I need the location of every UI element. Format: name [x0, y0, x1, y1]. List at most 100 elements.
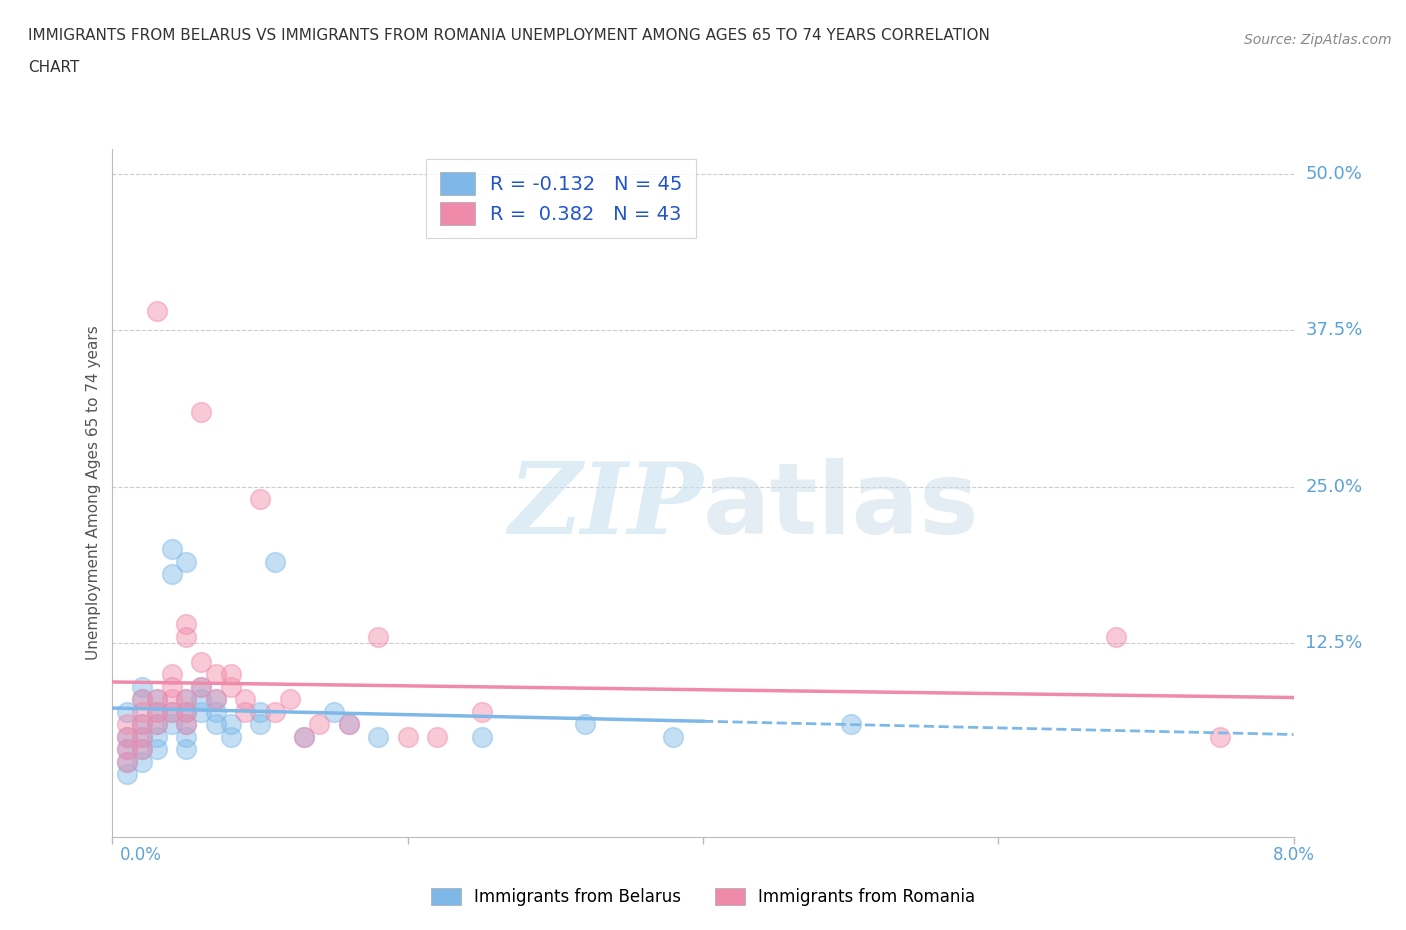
Text: 12.5%: 12.5% [1305, 634, 1362, 652]
Point [117, 754, 138, 769]
Point [396, 729, 419, 744]
Point [662, 729, 685, 744]
Text: 8.0%: 8.0% [1272, 846, 1315, 864]
Point [174, 630, 197, 644]
Point [205, 704, 228, 719]
Text: 50.0%: 50.0% [1305, 165, 1362, 183]
Point [190, 680, 212, 695]
Text: atlas: atlas [703, 458, 980, 555]
Point [117, 754, 138, 769]
Point [205, 717, 228, 732]
Point [174, 692, 197, 707]
Point [131, 680, 153, 695]
Text: IMMIGRANTS FROM BELARUS VS IMMIGRANTS FROM ROMANIA UNEMPLOYMENT AMONG AGES 65 TO: IMMIGRANTS FROM BELARUS VS IMMIGRANTS FR… [28, 28, 990, 43]
Point [174, 554, 197, 569]
Point [146, 692, 169, 707]
Point [131, 754, 153, 769]
Point [146, 692, 169, 707]
Point [131, 692, 153, 707]
Point [264, 704, 287, 719]
Text: 37.5%: 37.5% [1305, 321, 1362, 339]
Point [219, 717, 242, 732]
Point [190, 704, 212, 719]
Point [337, 717, 360, 732]
Point [292, 729, 315, 744]
Point [146, 704, 169, 719]
Point [131, 717, 153, 732]
Point [160, 566, 183, 581]
Point [233, 692, 256, 707]
Point [190, 405, 212, 419]
Point [174, 717, 197, 732]
Point [117, 704, 138, 719]
Text: CHART: CHART [28, 60, 80, 75]
Point [160, 717, 183, 732]
Point [367, 630, 389, 644]
Point [160, 680, 183, 695]
Point [174, 704, 197, 719]
Point [337, 717, 360, 732]
Point [308, 717, 330, 732]
Point [131, 742, 153, 757]
Point [160, 704, 183, 719]
Point [146, 717, 169, 732]
Point [249, 492, 271, 507]
Point [219, 667, 242, 682]
Point [160, 542, 183, 557]
Point [233, 704, 256, 719]
Point [160, 667, 183, 682]
Point [574, 717, 596, 732]
Point [205, 667, 228, 682]
Point [426, 729, 449, 744]
Point [190, 692, 212, 707]
Point [205, 692, 228, 707]
Legend: R = -0.132   N = 45, R =  0.382   N = 43: R = -0.132 N = 45, R = 0.382 N = 43 [426, 158, 696, 238]
Text: Source: ZipAtlas.com: Source: ZipAtlas.com [1244, 33, 1392, 46]
Point [190, 680, 212, 695]
Point [117, 742, 138, 757]
Point [219, 729, 242, 744]
Point [292, 729, 315, 744]
Point [190, 655, 212, 670]
Point [146, 704, 169, 719]
Point [146, 304, 169, 319]
Point [146, 729, 169, 744]
Point [117, 729, 138, 744]
Point [117, 717, 138, 732]
Point [205, 692, 228, 707]
Point [117, 729, 138, 744]
Point [131, 704, 153, 719]
Point [131, 729, 153, 744]
Point [249, 717, 271, 732]
Point [131, 742, 153, 757]
Point [117, 742, 138, 757]
Point [264, 554, 287, 569]
Point [174, 729, 197, 744]
Point [174, 617, 197, 631]
Point [471, 704, 494, 719]
Point [131, 717, 153, 732]
Point [160, 692, 183, 707]
Y-axis label: Unemployment Among Ages 65 to 74 years: Unemployment Among Ages 65 to 74 years [86, 326, 101, 660]
Point [174, 742, 197, 757]
Point [219, 680, 242, 695]
Point [131, 692, 153, 707]
Point [1105, 630, 1128, 644]
Point [249, 704, 271, 719]
Point [367, 729, 389, 744]
Point [174, 692, 197, 707]
Point [174, 704, 197, 719]
Point [174, 717, 197, 732]
Point [131, 729, 153, 744]
Point [278, 692, 301, 707]
Point [471, 729, 494, 744]
Point [117, 767, 138, 782]
Legend: Immigrants from Belarus, Immigrants from Romania: Immigrants from Belarus, Immigrants from… [425, 881, 981, 912]
Point [146, 717, 169, 732]
Text: 0.0%: 0.0% [120, 846, 162, 864]
Point [160, 704, 183, 719]
Point [323, 704, 346, 719]
Text: ZIP: ZIP [508, 458, 703, 555]
Text: 25.0%: 25.0% [1305, 478, 1362, 496]
Point [146, 742, 169, 757]
